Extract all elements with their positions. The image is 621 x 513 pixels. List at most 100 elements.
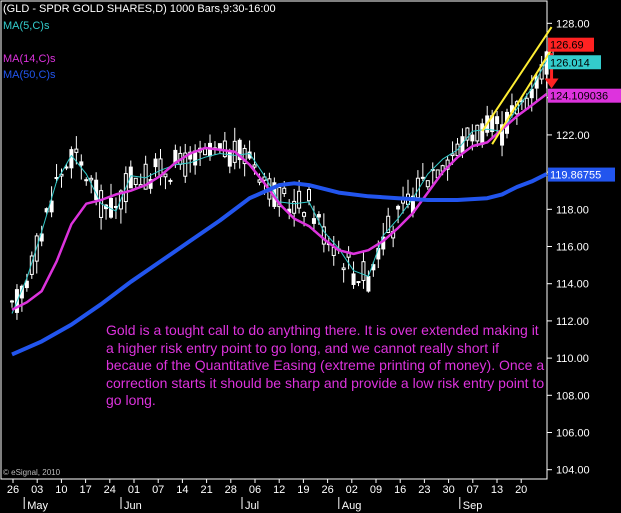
candle-body — [475, 124, 480, 142]
right-value-label-bg — [548, 88, 621, 103]
candle-body — [183, 152, 188, 177]
candle-body — [396, 205, 401, 210]
candle-body — [252, 164, 257, 168]
candle-body — [84, 179, 89, 182]
copyright-label: © eSignal, 2010 — [3, 468, 61, 477]
ma50-line — [11, 172, 548, 357]
candle-body — [257, 179, 262, 183]
correction-arrow-head — [544, 78, 559, 89]
legend-ma50: MA(50,C)s — [3, 69, 56, 81]
channel-line — [491, 48, 553, 145]
candle-body — [69, 149, 74, 169]
candle-body — [64, 166, 69, 169]
candle-body — [113, 205, 118, 208]
right-value-label: 126.014 — [550, 57, 590, 69]
legend-ma14: MA(14,C)s — [3, 53, 56, 65]
candle-body — [203, 148, 208, 156]
x-tick-label: 26 — [321, 484, 333, 496]
x-tick-label: 20 — [515, 484, 527, 496]
candle-body — [222, 140, 227, 158]
candle-body — [282, 187, 287, 195]
candle-body — [292, 200, 297, 214]
candle-body — [133, 177, 138, 186]
y-tick-label: 128.00 — [556, 18, 590, 30]
x-tick-label: 03 — [31, 484, 43, 496]
y-tick-label: 116.00 — [556, 242, 589, 254]
candle-body — [307, 189, 311, 202]
candle-body — [24, 280, 29, 289]
candle-body — [361, 261, 366, 281]
x-tick-label: 12 — [273, 484, 285, 496]
right-value-label: 126.69 — [550, 40, 584, 52]
candle-body — [480, 123, 485, 145]
candle-body — [470, 134, 475, 142]
y-tick-label: 108.00 — [556, 390, 590, 402]
channel-line — [481, 26, 553, 132]
x-tick-label: 07 — [467, 484, 479, 496]
x-tick-label: 24 — [104, 484, 116, 496]
candle-body — [19, 285, 24, 299]
candle-body — [465, 127, 470, 141]
x-tick-label: 13 — [491, 484, 503, 496]
x-tick-label: 10 — [55, 484, 67, 496]
right-value-label-bg — [548, 37, 594, 52]
legend-ma5: MA(5,C)s — [3, 20, 50, 32]
candle-body — [54, 177, 59, 180]
x-tick-label: 16 — [394, 484, 406, 496]
x-tick-label: 17 — [79, 484, 91, 496]
x-tick-label: 06 — [249, 484, 261, 496]
candle-body — [495, 116, 500, 125]
chart-title: (GLD - SPDR GOLD SHARES,D) 1000 Bars,9:3… — [3, 3, 276, 15]
candle-body — [386, 215, 391, 233]
x-tick-label: 14 — [176, 484, 188, 496]
candle-body — [311, 218, 316, 224]
candle-body — [49, 200, 54, 213]
x-tick-label: 26 — [7, 484, 19, 496]
y-tick-label: 106.00 — [556, 428, 590, 440]
y-tick-label: 112.00 — [556, 316, 589, 328]
y-tick-label: 114.00 — [556, 279, 589, 291]
right-value-label-bg — [548, 55, 601, 70]
candle-body — [321, 226, 326, 245]
x-month-label: Jul — [245, 500, 259, 512]
y-tick-label: 110.00 — [556, 353, 589, 365]
x-tick-label: 09 — [370, 484, 382, 496]
x-tick-label: 30 — [442, 484, 454, 496]
candle-body — [316, 214, 321, 218]
right-value-label: 124.109036 — [550, 91, 608, 103]
candle-body — [302, 212, 307, 217]
candle-body — [351, 273, 356, 285]
candle-body — [74, 148, 79, 153]
candle-body — [450, 153, 455, 157]
candle-body — [242, 147, 247, 165]
candle-body — [500, 124, 505, 146]
x-tick-label: 23 — [418, 484, 430, 496]
candle-body — [10, 300, 14, 303]
right-value-label-bg — [548, 167, 615, 182]
x-tick-label: 28 — [225, 484, 237, 496]
candle-body — [227, 150, 232, 167]
candle-body — [237, 139, 242, 161]
x-tick-label: 02 — [346, 484, 358, 496]
ma14-line — [11, 93, 548, 311]
plot-frame — [0, 0, 548, 480]
candle-body — [168, 179, 173, 182]
x-tick-label: 21 — [200, 484, 212, 496]
y-tick-label: 122.00 — [556, 130, 590, 142]
candle-body — [297, 190, 302, 209]
candle-body — [529, 88, 534, 99]
candle-body — [341, 267, 346, 271]
candle-body — [366, 276, 371, 292]
commentary-note: Gold is a tought call to do anything the… — [106, 322, 545, 408]
x-month-label: Jun — [124, 500, 142, 512]
candle-body — [217, 143, 222, 149]
y-tick-label: 118.00 — [556, 204, 589, 216]
candle-body — [128, 166, 133, 189]
candle-body — [425, 180, 430, 188]
candle-body — [89, 177, 94, 181]
x-tick-label: 07 — [152, 484, 164, 496]
x-month-label: May — [27, 500, 48, 512]
candle-body — [420, 176, 425, 179]
